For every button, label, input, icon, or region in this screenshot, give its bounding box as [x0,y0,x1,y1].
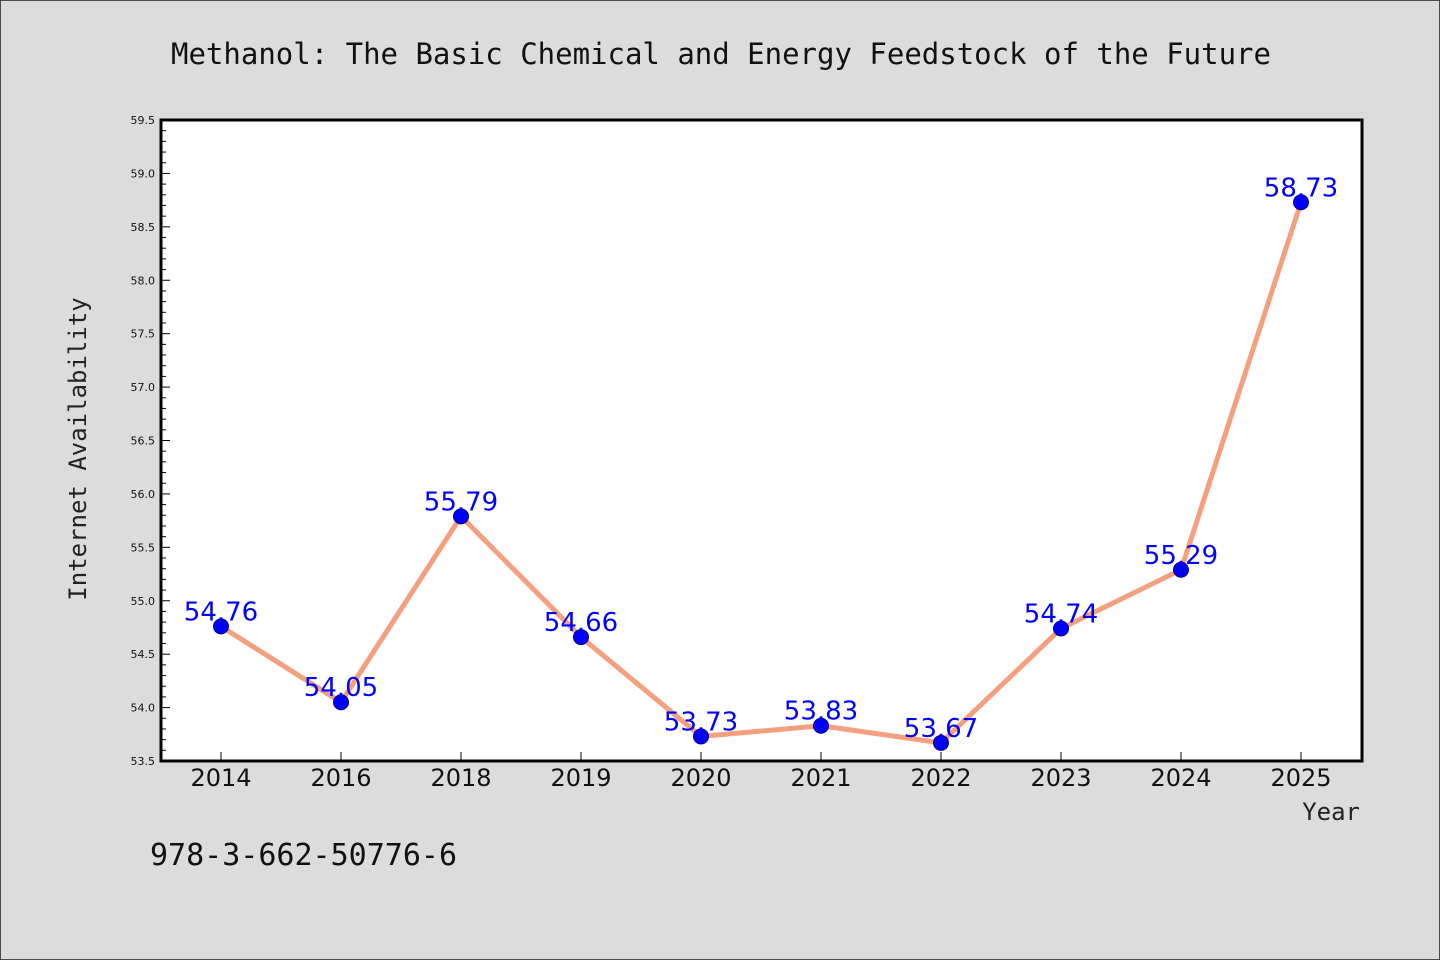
data-point [333,694,349,711]
data-label: 54.66 [544,608,618,638]
series-line-segment [938,626,1064,746]
data-label: 54.05 [304,673,378,703]
data-label: 54.76 [184,597,258,627]
series-lines [218,199,1304,746]
data-label: 55.29 [1144,541,1218,571]
x-tick-label: 2019 [550,764,611,792]
x-tick-label: 2020 [670,764,731,792]
y-tick-label: 56.0 [131,488,156,501]
data-point [813,717,829,734]
y-axis-ticks [161,119,170,762]
series-line-segment [578,634,704,739]
data-point [573,629,589,646]
data-label: 53.67 [904,714,978,744]
series-line-segment [1178,199,1304,573]
series-line-segment [458,513,584,640]
series-markers [213,194,1309,751]
isbn-label: 978-3-662-50776-6 [150,838,457,873]
y-tick-label: 54.0 [131,702,156,715]
x-tick-label: 2023 [1030,764,1091,792]
data-label: 54.74 [1024,600,1098,630]
x-axis-title: Year [1302,798,1360,826]
data-point [213,618,229,635]
y-axis-tick-labels: 53.5 54.0 54.5 55.0 55.5 56.0 56.5 57.0 57.5 58.0… [131,114,156,768]
x-tick-label: 2022 [910,764,971,792]
chart-title: Methanol: The Basic Chemical and Energy … [171,37,1271,71]
x-tick-label: 2018 [430,764,491,792]
data-label: 55.79 [424,487,498,517]
y-tick-label: 55.5 [131,541,156,554]
data-point [453,508,469,525]
data-label: 58.73 [1264,173,1338,203]
x-tick-label: 2025 [1270,764,1331,792]
x-tick-label: 2016 [310,764,371,792]
data-point [1293,194,1309,211]
x-tick-label: 2024 [1150,764,1211,792]
data-label: 53.73 [664,707,738,737]
x-tick-label: 2021 [790,764,851,792]
plot-area [159,118,1364,763]
y-axis-title: Internet Availability [64,297,92,600]
data-point [1053,620,1069,637]
y-tick-label: 58.0 [131,274,156,287]
x-axis-tick-labels: 2014 2016 2018 2019 2020 2021 2022 2023 2024 2025 [190,764,1331,792]
x-axis-ticks [220,752,1302,761]
series-line-segment [218,623,344,705]
y-tick-label: 59.5 [131,114,156,127]
x-tick-label: 2014 [190,764,251,792]
series-line-segment [1058,567,1184,632]
series-line-segment [818,723,944,746]
y-tick-label: 58.5 [131,221,156,234]
y-tick-label: 54.5 [131,648,156,661]
data-labels: 54.76 54.05 55.79 54.66 53.73 53.83 53.67 54.74… [184,173,1338,744]
data-label: 53.83 [784,697,858,727]
series-line-segment [698,723,824,739]
data-point [693,728,709,745]
y-tick-label: 56.5 [131,435,156,448]
y-tick-label: 59.0 [131,167,156,180]
data-point [933,734,949,751]
series-line-segment [338,513,464,705]
y-tick-label: 53.5 [131,755,156,768]
y-tick-label: 57.5 [131,328,156,341]
data-point [1173,561,1189,578]
y-tick-label: 55.0 [131,595,156,608]
y-tick-label: 57.0 [131,381,156,394]
